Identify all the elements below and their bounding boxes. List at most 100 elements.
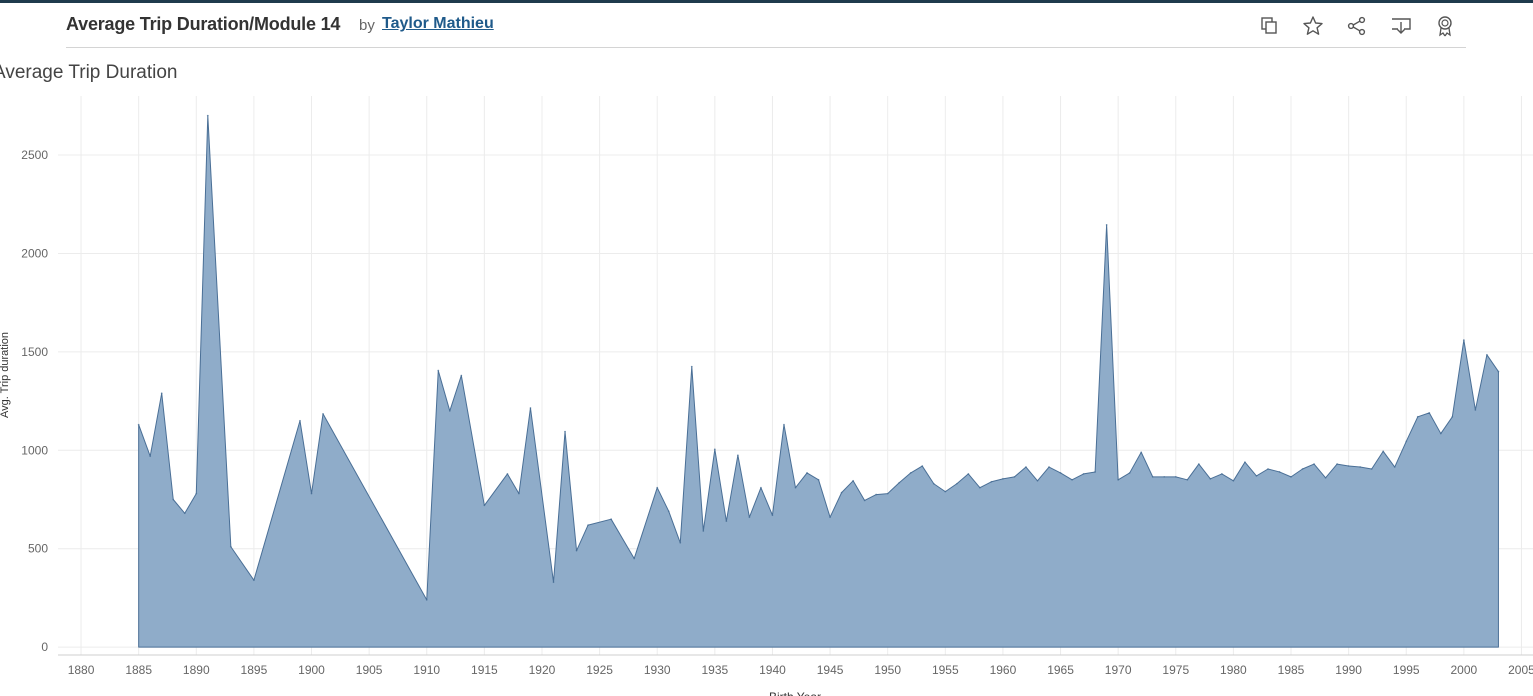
data-point: [437, 369, 440, 372]
data-point: [944, 490, 947, 493]
share-icon[interactable]: [1344, 13, 1370, 39]
x-tick-label: 1880: [68, 663, 95, 677]
y-tick-label: 1000: [21, 443, 48, 457]
data-point: [656, 486, 659, 489]
data-point: [955, 482, 958, 485]
data-point: [1405, 440, 1408, 443]
data-point: [1370, 468, 1373, 470]
data-point: [1382, 450, 1385, 453]
data-point: [794, 486, 797, 489]
data-point: [690, 365, 693, 368]
x-tick-label: 1945: [817, 663, 844, 677]
data-point: [1013, 475, 1016, 478]
data-point: [137, 423, 140, 426]
data-point: [1209, 477, 1212, 480]
x-tick-label: 1890: [183, 663, 210, 677]
x-tick-label: 1925: [586, 663, 613, 677]
data-point: [840, 491, 843, 494]
viz-header: Average Trip Duration/Module 14 by Taylo…: [66, 3, 1466, 48]
data-point: [1462, 339, 1465, 341]
data-point: [195, 492, 198, 495]
data-point: [1313, 463, 1315, 465]
data-point: [1059, 472, 1062, 474]
data-point: [1163, 475, 1166, 478]
data-point: [1347, 465, 1350, 467]
x-tick-label: 1980: [1220, 663, 1247, 677]
x-tick-label: 1940: [759, 663, 786, 677]
data-point: [160, 392, 163, 395]
x-tick-label: 1915: [471, 663, 498, 677]
x-tick-label: 1910: [413, 663, 440, 677]
data-point: [1094, 471, 1097, 473]
data-point: [783, 423, 785, 426]
x-tick-label: 1965: [1047, 663, 1074, 677]
data-point: [1439, 432, 1442, 435]
x-tick-label: 1970: [1105, 663, 1132, 677]
data-point: [932, 482, 935, 485]
x-tick-label: 1995: [1393, 663, 1420, 677]
download-icon[interactable]: [1388, 13, 1414, 39]
data-point: [1486, 353, 1488, 356]
x-tick-label: 1905: [356, 663, 383, 677]
data-point: [1117, 478, 1120, 481]
data-point: [1451, 415, 1454, 418]
y-tick-label: 2000: [21, 246, 48, 260]
data-point: [1474, 409, 1477, 411]
data-point: [448, 410, 451, 412]
star-icon[interactable]: [1300, 13, 1326, 39]
y-tick-label: 500: [28, 542, 48, 556]
award-icon[interactable]: [1432, 13, 1458, 39]
data-point: [771, 514, 774, 517]
data-point: [1278, 471, 1281, 473]
copy-icon[interactable]: [1256, 13, 1282, 39]
data-point: [587, 524, 589, 526]
data-point: [886, 492, 889, 495]
x-tick-label: 1990: [1335, 663, 1362, 677]
x-tick-label: 1930: [644, 663, 671, 677]
by-label: by: [359, 17, 375, 34]
data-point: [1197, 463, 1200, 465]
x-axis-title: Birth Year: [769, 690, 821, 696]
data-point: [1393, 466, 1396, 468]
chart-title: Average Trip Duration: [0, 62, 178, 83]
data-point: [978, 486, 981, 489]
data-point: [679, 541, 682, 544]
data-point: [713, 448, 716, 451]
data-point: [299, 419, 301, 422]
data-point: [206, 114, 209, 117]
data-point: [1301, 468, 1304, 470]
data-point: [1082, 473, 1085, 475]
data-point: [1151, 475, 1154, 478]
data-point: [483, 504, 486, 507]
x-tick-label: 1975: [1162, 663, 1189, 677]
y-tick-label: 2500: [21, 148, 48, 162]
data-point: [425, 598, 428, 601]
data-point: [829, 516, 831, 519]
data-point: [1174, 475, 1177, 478]
data-point: [1220, 473, 1223, 475]
data-point: [149, 455, 152, 458]
data-point: [1336, 463, 1339, 465]
data-point: [172, 498, 175, 501]
x-tick-label: 1895: [241, 663, 268, 677]
data-point: [1244, 461, 1246, 464]
x-tick-label: 1960: [990, 663, 1017, 677]
data-point: [183, 512, 186, 515]
data-point: [736, 454, 739, 457]
data-point: [725, 520, 728, 523]
data-point: [817, 478, 820, 481]
y-tick-label: 0: [41, 640, 48, 654]
data-point: [1416, 415, 1419, 418]
data-point: [1359, 466, 1362, 468]
data-point: [921, 465, 924, 467]
data-point: [667, 510, 670, 513]
author-link[interactable]: Taylor Mathieu: [382, 15, 494, 32]
data-point: [909, 472, 912, 474]
y-tick-label: 1500: [21, 345, 48, 359]
x-tick-label: 2005: [1508, 663, 1533, 677]
data-point: [229, 545, 232, 548]
data-point: [252, 579, 255, 582]
series-area: [138, 115, 1499, 648]
x-tick-label: 1985: [1278, 663, 1305, 677]
y-axis-title: Avg. Trip duration: [0, 332, 11, 418]
